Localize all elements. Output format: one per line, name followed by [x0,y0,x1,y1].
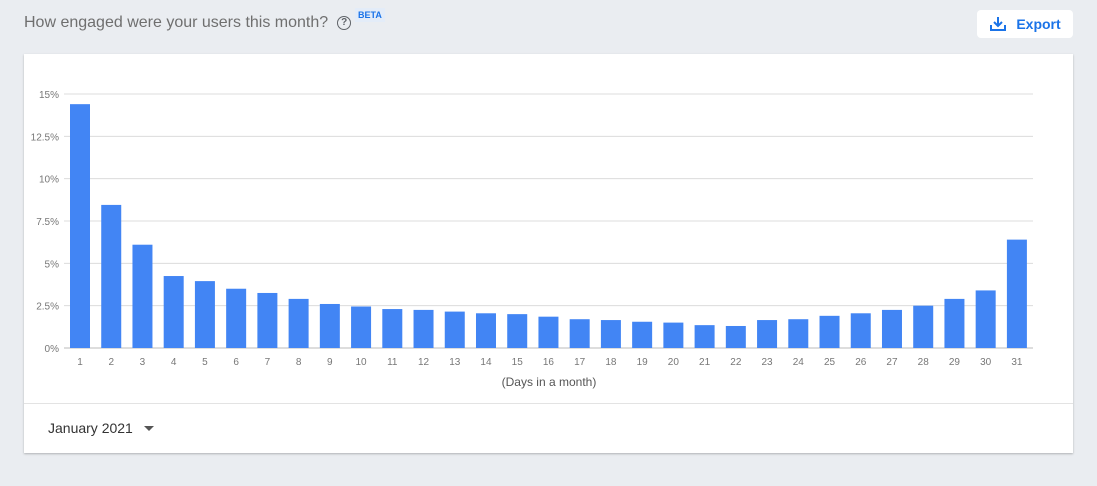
bar-day-30 [975,290,996,348]
bar-day-11 [382,309,403,348]
x-tick-label: 12 [418,357,430,368]
x-tick-label: 4 [171,357,177,368]
x-tick-label: 5 [202,357,208,368]
bar-chart: 0%2.5%5%7.5%10%12.5%15%1 2 3 4 5 6 7 8 9 10 11 12 13… [31,90,1033,389]
y-tick-label: 15% [39,90,59,101]
bar-day-4 [163,276,184,348]
x-tick-label: 26 [855,357,867,368]
x-tick-label: 17 [574,357,586,368]
x-tick-label: 6 [233,357,239,368]
bar-day-23 [757,320,778,348]
bar-day-16 [538,316,559,348]
y-tick-label: 2.5% [36,302,59,313]
chevron-down-icon [143,425,154,431]
x-tick-label: 8 [296,357,302,368]
y-tick-label: 12.5% [31,132,59,143]
bar-day-24 [788,319,809,348]
x-tick-label: 10 [356,357,368,368]
bar-day-15 [507,314,528,348]
bar-day-29 [944,298,965,348]
bar-day-20 [663,322,684,348]
x-tick-label: 23 [761,357,773,368]
bar-day-7 [257,292,278,348]
month-dropdown[interactable]: January 2021 [48,420,154,436]
bar-day-2 [101,204,122,348]
y-tick-label: 7.5% [36,217,59,228]
export-button[interactable]: Export [977,10,1073,38]
bar-day-13 [444,311,465,348]
beta-badge: BETA [355,8,385,22]
bar-day-14 [475,313,496,348]
x-tick-label: 19 [637,357,649,368]
x-tick-label: 11 [387,357,398,368]
x-tick-label: 15 [512,357,524,368]
x-tick-label: 1 [77,357,83,368]
chart-card: 0% 2.5% 5% 7.5% 10% 12.5% 15% 1 2 3 4 5 6 7 8 9 10 11 12 13… [24,54,1073,453]
bar-day-22 [725,325,746,348]
x-tick-label: 30 [980,357,992,368]
x-tick-label: 22 [730,357,742,368]
y-tick-label: 0% [45,344,60,355]
export-label: Export [1016,16,1061,32]
bar-day-1 [70,104,90,348]
x-tick-label: 2 [108,357,114,368]
x-tick-label: 20 [668,357,680,368]
bar-day-21 [694,325,715,348]
x-tick-label: 27 [886,357,898,368]
bar-day-28 [913,305,934,348]
bar-day-31 [1006,239,1027,348]
x-tick-label: 13 [449,357,461,368]
x-tick-label: 16 [543,357,555,368]
y-tick-label: 5% [45,259,60,270]
x-tick-label: 29 [949,357,961,368]
bar-day-17 [569,319,590,348]
x-tick-label: 24 [793,357,805,368]
bar-day-25 [819,315,840,348]
bar-day-8 [288,298,309,348]
bar-day-19 [632,321,653,348]
x-tick-label: 3 [140,357,146,368]
bar-day-3 [132,244,153,348]
help-circle-icon[interactable]: ? [337,16,352,30]
month-label: January 2021 [48,420,133,436]
x-tick-label: 21 [699,357,711,368]
x-axis-title: (Days in a month) [502,375,597,389]
bar-day-12 [413,309,434,348]
bar-day-10 [351,306,372,348]
divider [24,403,1073,404]
x-tick-label: 28 [918,357,930,368]
x-tick-label: 25 [824,357,836,368]
bar-day-9 [319,303,340,348]
bar-day-5 [194,281,215,348]
bar-day-26 [850,313,871,348]
title-text: How engaged were your users this month? [24,14,329,31]
x-tick-label: 7 [265,357,271,368]
bar-day-18 [600,320,621,348]
x-tick-label: 14 [480,357,492,368]
bar-day-27 [881,309,902,348]
download-icon [990,17,1007,31]
y-tick-label: 10% [39,175,59,186]
x-tick-label: 18 [605,357,617,368]
x-tick-label: 31 [1011,357,1023,368]
page-title: How engaged were your users this month? … [24,14,352,32]
x-tick-label: 9 [327,357,333,368]
bar-day-6 [226,288,247,348]
